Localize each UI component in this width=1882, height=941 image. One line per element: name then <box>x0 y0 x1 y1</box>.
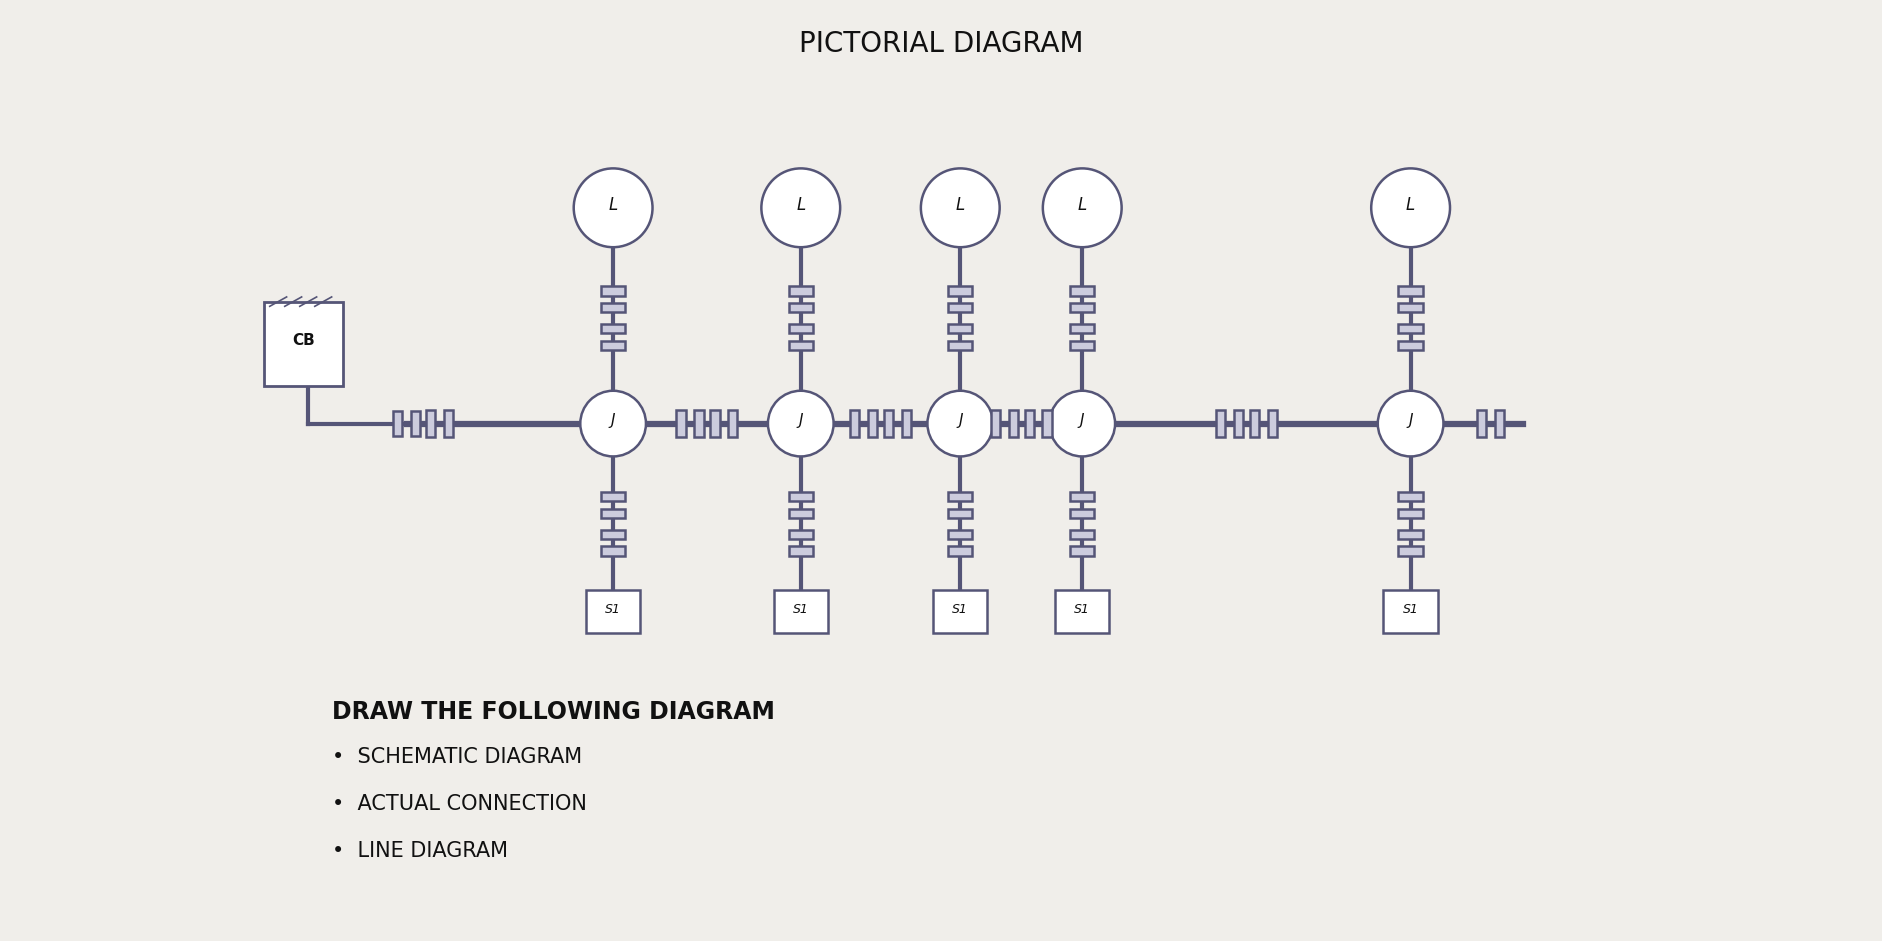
Bar <box>694 410 704 437</box>
Bar <box>883 410 892 437</box>
Circle shape <box>1048 391 1114 456</box>
Bar <box>600 530 625 539</box>
Bar <box>728 410 738 437</box>
Bar <box>1069 341 1093 350</box>
Bar <box>425 410 435 437</box>
Bar <box>901 410 911 437</box>
Bar <box>1398 341 1423 350</box>
Bar <box>933 590 986 632</box>
Text: •  ACTUAL CONNECTION: • ACTUAL CONNECTION <box>331 794 585 814</box>
Text: DRAW THE FOLLOWING DIAGRAM: DRAW THE FOLLOWING DIAGRAM <box>331 700 774 725</box>
Bar <box>1398 492 1423 502</box>
Bar <box>789 324 813 333</box>
Bar <box>1216 410 1225 437</box>
Bar <box>789 341 813 350</box>
Bar <box>600 547 625 556</box>
Circle shape <box>574 168 653 247</box>
Bar <box>1043 410 1052 437</box>
Bar <box>789 286 813 295</box>
Bar <box>444 410 454 437</box>
Bar <box>676 410 685 437</box>
Text: •  LINE DIAGRAM: • LINE DIAGRAM <box>331 841 508 861</box>
Bar <box>600 341 625 350</box>
Bar <box>263 302 343 386</box>
Bar <box>1054 590 1108 632</box>
Bar <box>1398 547 1423 556</box>
Bar <box>947 324 971 333</box>
Bar <box>393 411 403 436</box>
Bar <box>600 492 625 502</box>
Text: L: L <box>608 196 617 214</box>
Bar <box>1069 530 1093 539</box>
Text: CB: CB <box>292 332 314 347</box>
Bar <box>600 303 625 312</box>
Bar <box>600 509 625 518</box>
Text: •  SCHEMATIC DIAGRAM: • SCHEMATIC DIAGRAM <box>331 747 582 767</box>
Bar <box>1233 410 1242 437</box>
Text: J: J <box>610 413 615 428</box>
Bar <box>947 547 971 556</box>
Bar <box>1069 547 1093 556</box>
Bar <box>1069 509 1093 518</box>
Text: J: J <box>798 413 802 428</box>
Bar <box>789 303 813 312</box>
Text: S1: S1 <box>1402 603 1417 615</box>
Bar <box>1024 410 1033 437</box>
Bar <box>1250 410 1259 437</box>
Text: L: L <box>1406 196 1415 214</box>
Text: J: J <box>958 413 962 428</box>
Bar <box>947 492 971 502</box>
Bar <box>1267 410 1276 437</box>
Bar <box>710 410 719 437</box>
Text: J: J <box>1080 413 1084 428</box>
Text: J: J <box>1408 413 1412 428</box>
Text: L: L <box>796 196 805 214</box>
Text: L: L <box>1077 196 1086 214</box>
Circle shape <box>580 391 646 456</box>
Bar <box>947 341 971 350</box>
Bar <box>1398 303 1423 312</box>
Bar <box>947 530 971 539</box>
Circle shape <box>760 168 839 247</box>
Bar <box>947 286 971 295</box>
Text: S1: S1 <box>604 603 621 615</box>
Bar <box>947 303 971 312</box>
Text: PICTORIAL DIAGRAM: PICTORIAL DIAGRAM <box>798 29 1084 57</box>
Circle shape <box>1378 391 1443 456</box>
Bar <box>868 410 877 437</box>
Text: L: L <box>956 196 964 214</box>
Text: S1: S1 <box>1075 603 1090 615</box>
Bar <box>1069 286 1093 295</box>
Circle shape <box>1370 168 1449 247</box>
Bar <box>600 324 625 333</box>
Bar <box>990 410 999 437</box>
Bar <box>1398 324 1423 333</box>
Bar <box>600 286 625 295</box>
Bar <box>789 492 813 502</box>
Bar <box>1069 303 1093 312</box>
Circle shape <box>768 391 834 456</box>
Bar <box>1494 410 1504 437</box>
Bar <box>774 590 828 632</box>
Bar <box>789 509 813 518</box>
Bar <box>947 509 971 518</box>
Text: S1: S1 <box>952 603 967 615</box>
Bar <box>1069 324 1093 333</box>
Bar <box>789 530 813 539</box>
Bar <box>1069 492 1093 502</box>
Bar <box>1383 590 1438 632</box>
Bar <box>1398 530 1423 539</box>
Circle shape <box>1043 168 1122 247</box>
Circle shape <box>920 168 999 247</box>
Bar <box>410 411 420 436</box>
Bar <box>789 547 813 556</box>
Text: S1: S1 <box>792 603 807 615</box>
Bar <box>1009 410 1018 437</box>
Circle shape <box>928 391 992 456</box>
Bar <box>1398 509 1423 518</box>
Bar <box>849 410 858 437</box>
Bar <box>1475 410 1485 437</box>
Bar <box>585 590 640 632</box>
Bar <box>1398 286 1423 295</box>
